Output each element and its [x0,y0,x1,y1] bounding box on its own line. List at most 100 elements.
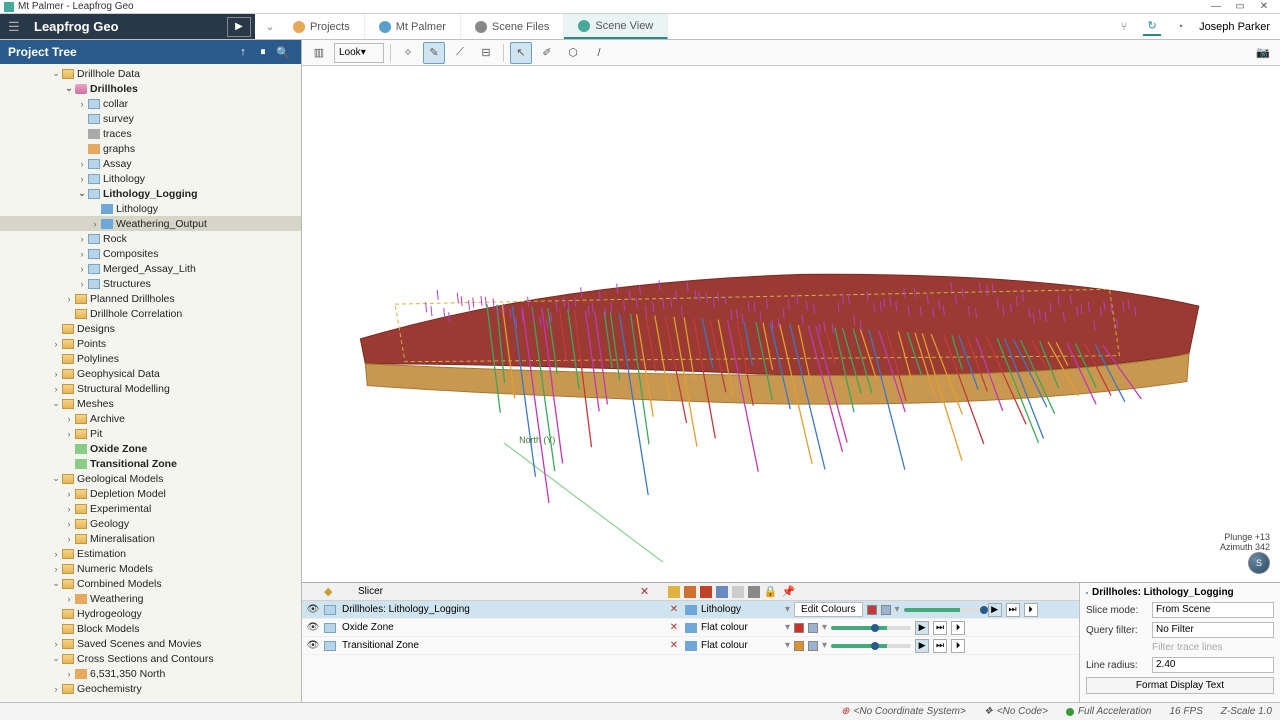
tree-item[interactable]: ›Mineralisation [0,531,301,546]
tree-item[interactable]: ⌄Drillholes [0,81,301,96]
visibility-icon[interactable]: 👁 [306,604,320,615]
step-icon[interactable]: ⏭ [933,639,947,653]
tree-item[interactable]: ⌄Combined Models [0,576,301,591]
cube3-icon[interactable] [700,586,712,598]
tree-item[interactable]: ›Archive [0,411,301,426]
tree-item[interactable]: graphs [0,141,301,156]
tree-item[interactable]: Hydrogeology [0,606,301,621]
tool-pointer-icon[interactable]: ↖ [510,42,532,64]
tool-ruler-icon[interactable]: ⊟ [475,42,497,64]
line-radius-input[interactable]: 2.40 [1152,657,1274,673]
project-tree[interactable]: ⌄Drillhole Data⌄Drillholes›collarsurveyt… [0,64,301,702]
play-icon[interactable]: ▶ [915,639,929,653]
tree-item[interactable]: survey [0,111,301,126]
tree-item[interactable]: ›Saved Scenes and Movies [0,636,301,651]
compass-ball-icon[interactable]: S [1248,552,1270,574]
tab-projects[interactable]: Projects [279,14,365,39]
tab-scene-files[interactable]: Scene Files [461,14,564,39]
camera-icon[interactable]: 📷 [1252,42,1274,64]
query-filter-select[interactable]: No Filter [1152,622,1274,638]
visibility-icon[interactable]: 👁 [306,622,320,633]
tree-item[interactable]: ⌄Meshes [0,396,301,411]
tool-orbit-icon[interactable]: ✧ [397,42,419,64]
tab-dropdown-icon[interactable]: ⌄ [261,14,279,39]
tool-measure-icon[interactable]: ⟋ [449,42,471,64]
tool-draw-icon[interactable]: ✐ [536,42,558,64]
tree-item[interactable]: ⌄Geological Models [0,471,301,486]
visibility-icon[interactable]: 👁 [306,640,320,651]
tree-item[interactable]: ›Rock [0,231,301,246]
play-icon[interactable]: ▶ [915,621,929,635]
last-icon[interactable]: ⏵ [951,621,965,635]
scene-3d-view[interactable]: North (Y) Plunge +13 Azimuth 342 S [302,66,1280,582]
opacity-slider[interactable] [904,608,984,612]
display-mode-icon[interactable]: ▥ [308,42,330,64]
minimize-button[interactable]: ― [1204,1,1228,12]
last-icon[interactable]: ⏵ [951,639,965,653]
tree-item[interactable]: ›Weathering [0,591,301,606]
refresh-icon[interactable]: ↻ [1143,18,1161,36]
tree-item[interactable]: Drillhole Correlation [0,306,301,321]
branch-icon[interactable]: ⑂ [1115,18,1133,36]
shape-row[interactable]: 👁 Drillholes: Lithology_Logging ✕ Lithol… [302,601,1079,619]
tree-item[interactable]: ›Merged_Assay_Lith [0,261,301,276]
format-display-button[interactable]: Format Display Text [1086,677,1274,694]
remove-shape-icon[interactable]: ✕ [667,640,681,651]
tool-plane-icon[interactable]: ⬡ [562,42,584,64]
cube1-icon[interactable] [668,586,680,598]
tree-item[interactable]: ›Estimation [0,546,301,561]
tree-item[interactable]: ›Geophysical Data [0,366,301,381]
tree-item[interactable]: ›Points [0,336,301,351]
cube5-icon[interactable] [732,586,744,598]
tree-item[interactable]: Designs [0,321,301,336]
tree-item[interactable]: ›Geology [0,516,301,531]
opacity-slider[interactable] [831,644,911,648]
play-icon[interactable]: ▶ [988,603,1002,617]
step-icon[interactable]: ⏭ [1006,603,1020,617]
tree-item[interactable]: Transitional Zone [0,456,301,471]
tool-line-icon[interactable]: / [588,42,610,64]
tree-search-icon[interactable]: 🔍 [273,46,293,59]
tree-item[interactable]: ⌄Drillhole Data [0,66,301,81]
remove-shape-icon[interactable]: ✕ [667,604,681,615]
cube6-icon[interactable] [748,586,760,598]
tree-up-icon[interactable]: ↑ [233,46,253,58]
tree-item[interactable]: Lithology [0,201,301,216]
tree-item[interactable]: ›Assay [0,156,301,171]
look-dropdown[interactable]: Look ▾ [334,43,384,63]
tree-item[interactable]: ›Structures [0,276,301,291]
cube2-icon[interactable] [684,586,696,598]
tree-item[interactable]: ›Planned Drillholes [0,291,301,306]
edit-colours-button[interactable]: Edit Colours [794,602,862,617]
tree-item[interactable]: ›Experimental [0,501,301,516]
run-button[interactable]: ▶ [227,17,251,37]
tree-item[interactable]: ›Numeric Models [0,561,301,576]
tree-item[interactable]: ⌄Lithology_Logging [0,186,301,201]
pin-icon[interactable]: 📌 [782,585,796,598]
shape-row[interactable]: 👁 Oxide Zone ✕ Flat colour ▾ ▾ ▶ ⏭ ⏵ [302,619,1079,637]
tab-mt-palmer[interactable]: Mt Palmer [365,14,461,39]
remove-shape-icon[interactable]: ✕ [667,622,681,633]
lock-icon[interactable]: 🔒 [764,585,778,598]
slicer-close-icon[interactable]: ✕ [638,585,652,598]
slice-mode-select[interactable]: From Scene [1152,602,1274,618]
tree-item[interactable]: traces [0,126,301,141]
last-icon[interactable]: ⏵ [1024,603,1038,617]
shape-row[interactable]: 👁 Transitional Zone ✕ Flat colour ▾ ▾ ▶ … [302,637,1079,655]
step-icon[interactable]: ⏭ [933,621,947,635]
tree-item[interactable]: ›Structural Modelling [0,381,301,396]
tree-item[interactable]: ›6,531,350 North [0,666,301,681]
tree-item[interactable]: ›Depletion Model [0,486,301,501]
tree-item[interactable]: ›Geochemistry [0,681,301,696]
tree-item[interactable]: ›Lithology [0,171,301,186]
tree-item[interactable]: ›Pit [0,426,301,441]
tree-item[interactable]: ›collar [0,96,301,111]
tree-item[interactable]: ›Weathering_Output [0,216,301,231]
hamburger-icon[interactable]: ☰ [8,19,26,35]
close-button[interactable]: ✕ [1252,1,1276,12]
opacity-slider[interactable] [831,626,911,630]
tree-item[interactable]: Polylines [0,351,301,366]
tree-item[interactable]: Oxide Zone [0,441,301,456]
status-zscale[interactable]: Z-Scale 1.0 [1221,706,1272,717]
tool-select-icon[interactable]: ✎ [423,42,445,64]
